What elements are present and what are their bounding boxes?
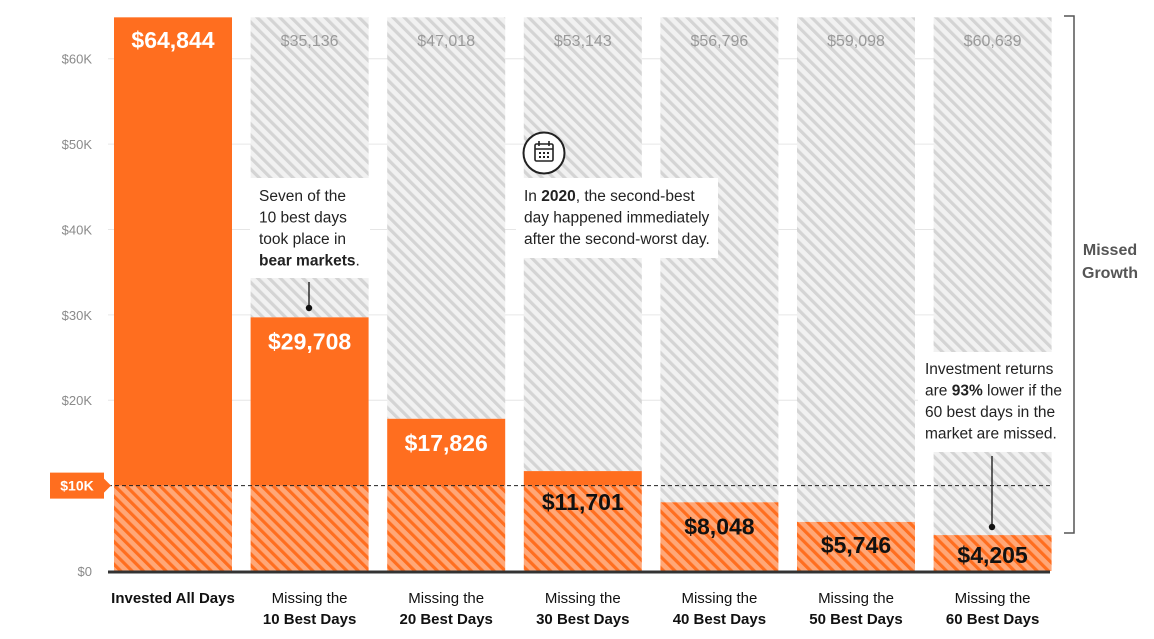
x-category-label: Missing the bbox=[955, 590, 1031, 607]
annotation-text: are 93% lower if the bbox=[925, 383, 1062, 400]
value-bar bbox=[250, 317, 369, 486]
x-category-label: Missing the bbox=[545, 590, 621, 607]
missed-growth-label: $60,639 bbox=[964, 33, 1022, 50]
y-tick-label: $20K bbox=[62, 393, 93, 408]
x-category-label: Missing the bbox=[408, 590, 484, 607]
annotation-text: Investment returns bbox=[925, 361, 1054, 378]
bar-value-label: $4,205 bbox=[957, 542, 1028, 568]
y-tick-label: $30K bbox=[62, 308, 93, 323]
y-tick-label: $60K bbox=[62, 52, 93, 67]
bar-value-label: $64,844 bbox=[131, 27, 214, 53]
bar-value-label: $17,826 bbox=[405, 430, 488, 456]
bar-value-label: $11,701 bbox=[542, 489, 624, 515]
missed-growth-label: $59,098 bbox=[827, 33, 885, 50]
missed-growth-label: $53,143 bbox=[554, 33, 612, 50]
annotation-text: In 2020, the second-best bbox=[524, 188, 695, 205]
baseline-badge-arrow bbox=[104, 478, 111, 493]
value-bar bbox=[387, 418, 506, 486]
annotation-pointer-dot bbox=[305, 304, 313, 312]
x-category-label: 50 Best Days bbox=[809, 611, 902, 628]
x-category-label: Invested All Days bbox=[111, 590, 235, 607]
annotation-text: day happened immediately bbox=[524, 210, 710, 227]
value-bar bbox=[660, 502, 779, 571]
annotation-text: 60 best days in the bbox=[925, 404, 1055, 421]
annotation-text: after the second-worst day. bbox=[524, 231, 710, 248]
annotation-text: bear markets. bbox=[259, 253, 360, 270]
value-bar-base bbox=[114, 485, 232, 571]
annotation-text: market are missed. bbox=[925, 426, 1057, 443]
missed-growth-bracket bbox=[1064, 15, 1075, 534]
missed-growth-bar bbox=[797, 17, 915, 522]
calendar-icon bbox=[522, 131, 566, 175]
value-bar bbox=[523, 471, 642, 486]
baseline-label: $10K bbox=[60, 478, 93, 494]
y-tick-label: $0 bbox=[78, 564, 92, 579]
bar-value-label: $29,708 bbox=[268, 328, 351, 354]
missed-growth-label: $47,018 bbox=[417, 33, 475, 50]
y-tick-label: $40K bbox=[62, 222, 93, 237]
x-category-label: 10 Best Days bbox=[263, 611, 356, 628]
missed-growth-bar bbox=[660, 17, 779, 503]
annotation-text: Seven of the bbox=[259, 188, 346, 205]
bar-value-label: $5,746 bbox=[821, 532, 891, 558]
annotation-pointer-dot bbox=[988, 523, 996, 531]
missed-growth-label: $35,136 bbox=[281, 33, 339, 50]
missed-growth-label: $56,796 bbox=[690, 33, 748, 50]
x-category-label: 20 Best Days bbox=[399, 611, 492, 628]
x-category-label: Missing the bbox=[818, 590, 894, 607]
x-category-label: 60 Best Days bbox=[946, 611, 1039, 628]
annotation-box bbox=[918, 352, 1068, 452]
annotation-box bbox=[516, 178, 718, 258]
missed-growth-label-text: Missed bbox=[1083, 242, 1137, 259]
value-bar-base bbox=[387, 485, 506, 571]
value-bar bbox=[114, 17, 232, 486]
baseline-badge bbox=[50, 472, 104, 499]
x-category-label: Missing the bbox=[681, 590, 757, 607]
annotation-text: 10 best days bbox=[259, 210, 347, 227]
y-tick-label: $50K bbox=[62, 137, 93, 152]
value-bar bbox=[797, 521, 915, 571]
value-bar-base bbox=[250, 485, 369, 571]
x-category-label: Missing the bbox=[272, 590, 348, 607]
annotation-box bbox=[250, 178, 370, 278]
missed-growth-label-text: Growth bbox=[1082, 265, 1138, 282]
missed-growth-bar bbox=[387, 17, 506, 419]
x-category-label: 40 Best Days bbox=[673, 611, 766, 628]
value-bar bbox=[933, 535, 1052, 571]
annotation-text: took place in bbox=[259, 231, 346, 248]
x-category-label: 30 Best Days bbox=[536, 611, 629, 628]
bar-value-label: $8,048 bbox=[684, 513, 755, 539]
value-bar-base bbox=[523, 485, 642, 571]
